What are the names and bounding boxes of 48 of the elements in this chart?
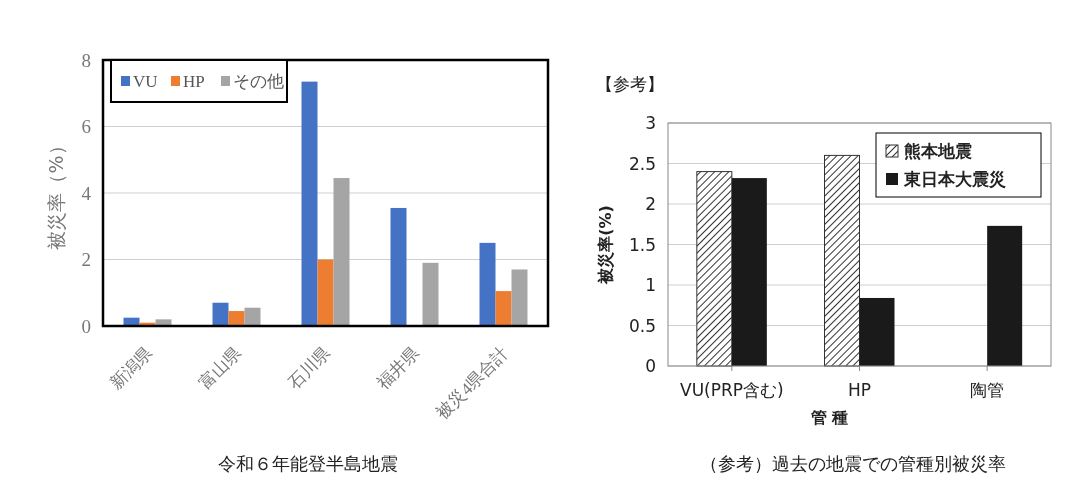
y-tick-label: 6 (81, 116, 91, 137)
legend-label: 熊本地震 (904, 141, 972, 161)
bar (317, 259, 334, 326)
y-tick-label: 0 (645, 356, 656, 376)
y-tick-label: 1 (645, 275, 656, 295)
bar (479, 242, 496, 326)
bar (511, 269, 528, 326)
x-tick-label: 石川県 (284, 343, 335, 393)
bar (696, 171, 733, 367)
x-tick-label: 被災4県合計 (432, 343, 513, 423)
x-tick-label: 福井県 (373, 343, 424, 393)
bar (155, 319, 172, 326)
bar (390, 207, 407, 326)
y-tick-label: 0.5 (628, 315, 656, 336)
legend-label: VU (133, 71, 158, 91)
y-tick-label: 2 (81, 249, 91, 270)
y-tick-label: 2.5 (628, 153, 656, 174)
bar (987, 225, 1023, 366)
x-tick-label: VU(PRP含む) (680, 380, 784, 400)
legend-label: HP (183, 71, 205, 91)
text: （参考）過去の地震での管種別被災率 (700, 453, 1006, 474)
x-tick-label: 富山県 (195, 343, 246, 393)
bar (495, 291, 512, 326)
x-tick-label: 新潟県 (106, 343, 157, 393)
bar (244, 307, 261, 326)
text: 令和６年能登半島地震 (218, 453, 398, 474)
y-tick-label: 8 (81, 49, 91, 71)
bar (212, 302, 229, 326)
text: 【参考】 (596, 74, 664, 94)
x-tick-label: 陶管 (970, 380, 1005, 400)
bar (333, 178, 350, 326)
y-axis-title: 被災率（%） (45, 136, 67, 250)
y-tick-label: 0 (81, 315, 91, 337)
bar (301, 81, 318, 326)
bar (731, 178, 767, 366)
y-axis-title: 被災率(%) (595, 205, 615, 285)
legend-label: その他 (233, 71, 284, 91)
bar (228, 311, 245, 326)
y-tick-label: 3 (645, 113, 656, 133)
legend-label: 東日本大震災 (903, 169, 1006, 189)
x-axis-title: 管 種 (809, 408, 849, 427)
y-tick-label: 4 (81, 182, 92, 204)
y-tick-label: 2 (645, 194, 656, 214)
bar (824, 154, 860, 367)
x-tick-label: HP (847, 380, 872, 400)
y-tick-label: 1.5 (628, 234, 656, 255)
bar (422, 262, 439, 326)
bar (859, 297, 895, 366)
